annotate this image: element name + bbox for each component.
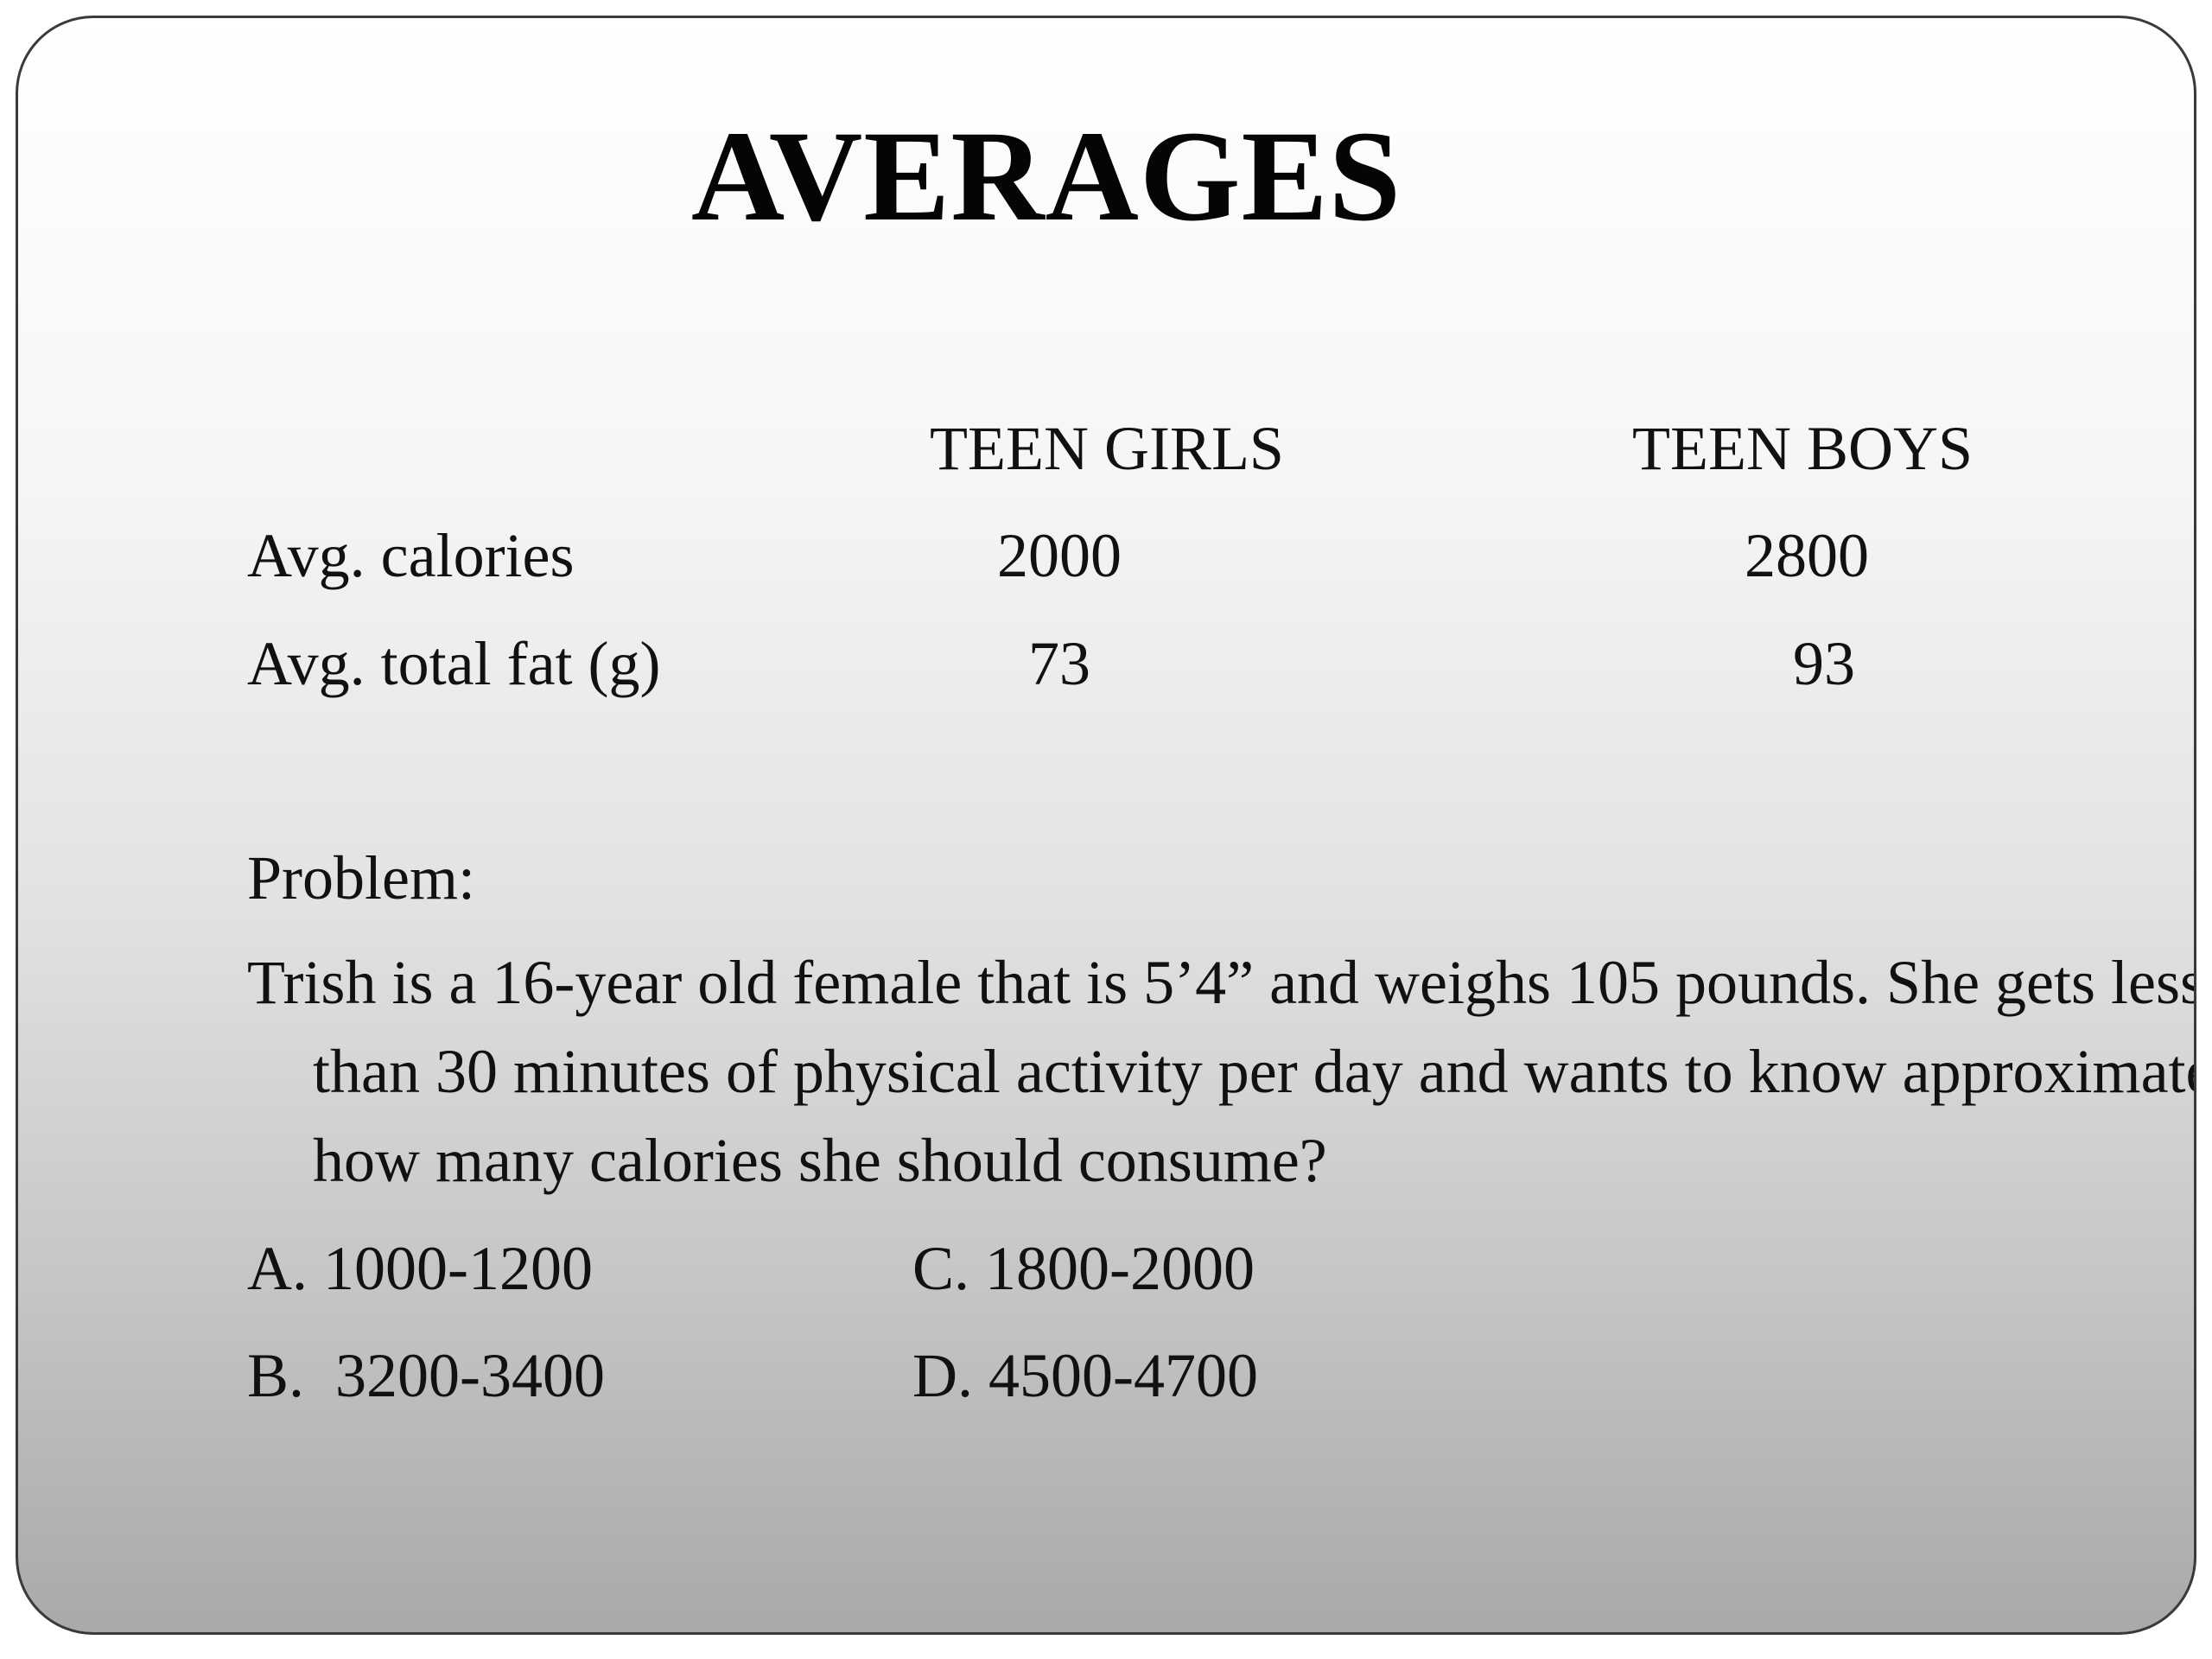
column-header-teen-boys: TEEN BOYS bbox=[1632, 414, 1973, 483]
problem-statement: Trish is a 16-year old female that is 5’… bbox=[247, 948, 2196, 1195]
choice-a: A. 1000-1200 bbox=[247, 1234, 593, 1303]
slide-title: AVERAGES bbox=[690, 105, 1402, 248]
value-girls-calories: 2000 bbox=[997, 521, 1122, 590]
value-boys-calories: 2800 bbox=[1745, 521, 1869, 590]
choice-b: B. 3200-3400 bbox=[247, 1341, 605, 1410]
value-girls-fat: 73 bbox=[1028, 629, 1090, 698]
value-boys-fat: 93 bbox=[1793, 629, 1855, 698]
slide: AVERAGES TEEN GIRLS TEEN BOYS Avg. calor… bbox=[16, 16, 2196, 1635]
choice-d: D. 4500-4700 bbox=[912, 1341, 1258, 1410]
problem-heading: Problem: bbox=[247, 843, 475, 912]
row-label-calories: Avg. calories bbox=[247, 521, 575, 590]
column-header-teen-girls: TEEN GIRLS bbox=[930, 414, 1284, 483]
choice-c: C. 1800-2000 bbox=[912, 1234, 1255, 1303]
row-label-total-fat: Avg. total fat (g) bbox=[247, 629, 661, 698]
